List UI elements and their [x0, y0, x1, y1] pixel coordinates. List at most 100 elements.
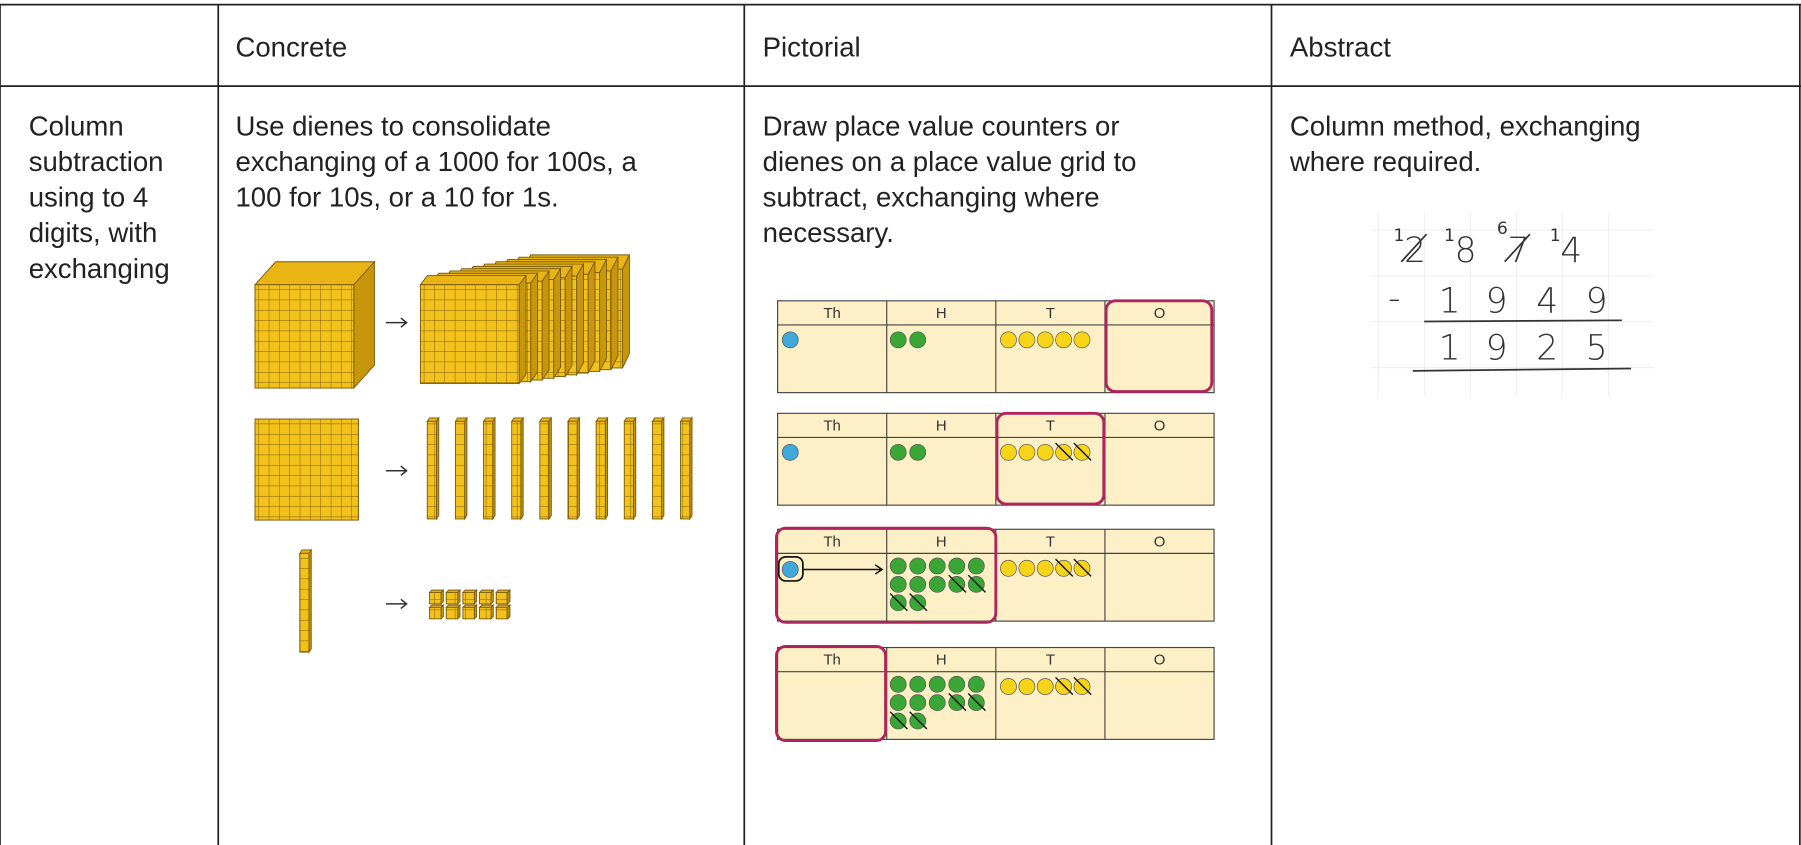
counter — [889, 443, 907, 461]
block-face — [479, 606, 492, 620]
carry-digit: 1 — [1550, 226, 1561, 246]
counter — [781, 561, 799, 578]
block-side — [530, 271, 539, 384]
block-face — [419, 284, 520, 384]
cross — [1055, 558, 1074, 577]
operator: - — [1388, 279, 1400, 319]
counter — [889, 331, 907, 349]
place-value-grids: Th H T O Th H T O Th H T O Th H T O — [775, 299, 1215, 742]
block-face — [429, 591, 442, 605]
counter — [889, 694, 907, 712]
block-top — [419, 275, 527, 286]
counter — [1036, 331, 1054, 349]
answer-digit: 9 — [1486, 328, 1508, 368]
block-face — [429, 606, 442, 620]
block-side — [353, 260, 375, 390]
minuend-digit: 8 — [1455, 231, 1477, 271]
block-face — [462, 591, 475, 605]
counter — [889, 675, 907, 693]
cell-line: Column — [29, 110, 124, 141]
counter — [928, 694, 946, 712]
counter — [948, 675, 966, 693]
arrow — [385, 317, 408, 328]
counter — [1036, 559, 1054, 577]
counter — [909, 443, 927, 461]
cross — [889, 593, 908, 612]
counter — [909, 557, 927, 575]
counter — [1055, 443, 1072, 461]
place-value-header: Th — [823, 418, 840, 435]
cross — [1073, 676, 1092, 696]
counter — [967, 576, 985, 593]
column-header: Concrete — [235, 31, 347, 62]
block-side — [518, 274, 527, 385]
place-value-header: H — [936, 418, 947, 435]
block-face — [479, 591, 492, 605]
counter — [1000, 331, 1017, 349]
answer-digit: 5 — [1586, 328, 1608, 368]
column-header: Pictorial — [763, 31, 861, 62]
cross — [1073, 558, 1092, 577]
table-lines — [0, 3, 1801, 845]
carry-digit: 1 — [1444, 226, 1455, 246]
counter — [909, 594, 927, 612]
place-value-header: H — [936, 305, 947, 322]
counter — [909, 712, 927, 730]
cell-line: subtraction — [29, 146, 164, 177]
counter — [928, 675, 946, 693]
block-face — [495, 606, 509, 620]
counter — [1018, 559, 1036, 577]
place-value-header: O — [1154, 305, 1166, 322]
rule — [1412, 367, 1632, 372]
block-side — [610, 256, 619, 370]
counter — [1055, 559, 1072, 577]
block-side — [564, 264, 573, 379]
minuend-digit: 7 — [1507, 231, 1529, 271]
cross — [1073, 442, 1092, 461]
highlight — [775, 526, 998, 624]
arrow — [385, 598, 408, 610]
counter — [889, 576, 907, 593]
counter — [1055, 678, 1072, 695]
counter — [909, 576, 927, 593]
cross — [1055, 676, 1074, 696]
counter — [928, 557, 946, 575]
cell-line: necessary. — [763, 217, 894, 248]
subtrahend-digit: 9 — [1586, 281, 1608, 321]
counter — [928, 576, 946, 593]
column-calculation: 1 1 6 12 8 7 4- 1 9 4 91 9 2 5 — [1370, 212, 1654, 397]
place-value-header: T — [1046, 652, 1055, 669]
block-side — [599, 259, 607, 372]
counter — [909, 675, 927, 693]
highlight — [775, 644, 888, 742]
block-side — [553, 267, 561, 380]
block-face — [539, 420, 550, 520]
counter — [781, 331, 799, 349]
place-value-header: Th — [823, 652, 840, 669]
counter — [967, 557, 985, 575]
cross — [948, 574, 967, 593]
cross — [948, 692, 967, 712]
counter — [967, 675, 985, 693]
rule — [1424, 319, 1622, 323]
counter — [1036, 678, 1054, 695]
counter — [948, 694, 966, 712]
subtrahend-digit: 1 — [1439, 281, 1461, 321]
cross — [967, 692, 986, 712]
dienes-images — [253, 254, 693, 654]
highlight — [995, 411, 1106, 506]
counter — [967, 694, 985, 712]
carry-digit: 1 — [1394, 226, 1405, 246]
counter — [889, 557, 907, 575]
cell-line: 100 for 10s, or a 10 for 1s. — [235, 182, 558, 213]
counter — [781, 443, 799, 461]
block-side — [622, 254, 630, 369]
counter — [1000, 678, 1017, 695]
answer-digit: 2 — [1536, 328, 1558, 368]
answer-digit: 1 — [1439, 328, 1461, 368]
block-face — [567, 420, 578, 520]
block-face — [445, 606, 459, 620]
cell-line: Column method, exchanging — [1290, 110, 1641, 141]
counter — [1055, 331, 1072, 349]
